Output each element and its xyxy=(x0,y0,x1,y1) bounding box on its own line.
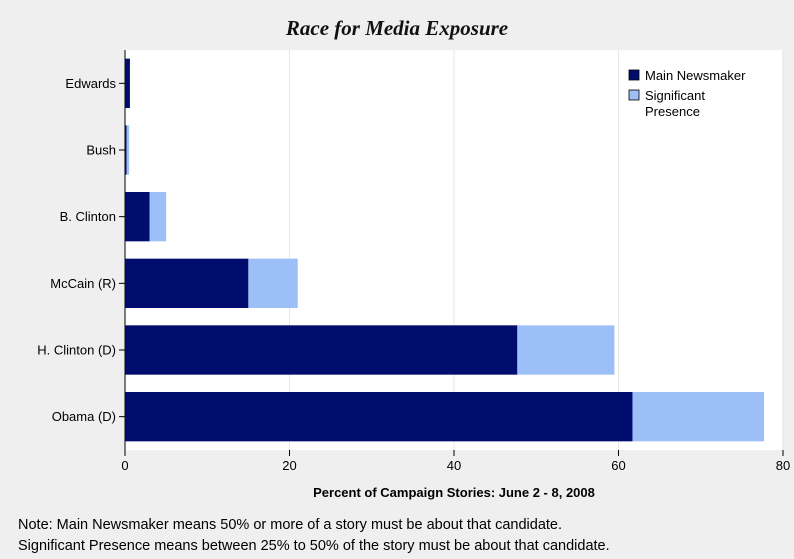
x-tick-label: 80 xyxy=(776,458,790,473)
legend-swatch-significant-presence xyxy=(628,89,640,101)
y-tick-label: Edwards xyxy=(65,76,116,91)
x-tick-label: 0 xyxy=(121,458,128,473)
bar-main-newsmaker xyxy=(125,192,150,242)
x-axis-label: Percent of Campaign Stories: June 2 - 8,… xyxy=(313,485,595,500)
legend-label-main-newsmaker: Main Newsmaker xyxy=(645,68,746,83)
bar-main-newsmaker xyxy=(125,125,127,175)
note-line-2: Significant Presence means between 25% t… xyxy=(18,538,610,554)
x-tick-label: 40 xyxy=(447,458,461,473)
bar-significant-presence xyxy=(248,258,298,308)
bar-significant-presence xyxy=(517,325,615,375)
bar-significant-presence xyxy=(149,192,167,242)
y-tick-label: Bush xyxy=(86,143,116,158)
x-tick-label: 20 xyxy=(282,458,296,473)
legend-swatch-main-newsmaker xyxy=(628,69,640,81)
bar-main-newsmaker xyxy=(125,392,633,442)
x-tick-label: 60 xyxy=(611,458,625,473)
bar-main-newsmaker xyxy=(125,58,130,108)
note-line-1: Note: Main Newsmaker means 50% or more o… xyxy=(18,517,563,533)
y-tick-label: Obama (D) xyxy=(52,409,116,424)
y-tick-label: B. Clinton xyxy=(60,209,116,224)
chart-notes: Note: Main Newsmaker means 50% or more o… xyxy=(18,515,610,557)
bar-significant-presence xyxy=(632,392,765,442)
legend-label-significant-presence: Significant Presence xyxy=(645,88,705,119)
bar-significant-presence xyxy=(126,125,130,175)
bar-main-newsmaker xyxy=(125,325,518,375)
bar-main-newsmaker xyxy=(125,258,249,308)
chart-title: Race for Media Exposure xyxy=(285,16,509,40)
y-tick-label: H. Clinton (D) xyxy=(37,343,116,358)
y-tick-label: McCain (R) xyxy=(50,276,116,291)
